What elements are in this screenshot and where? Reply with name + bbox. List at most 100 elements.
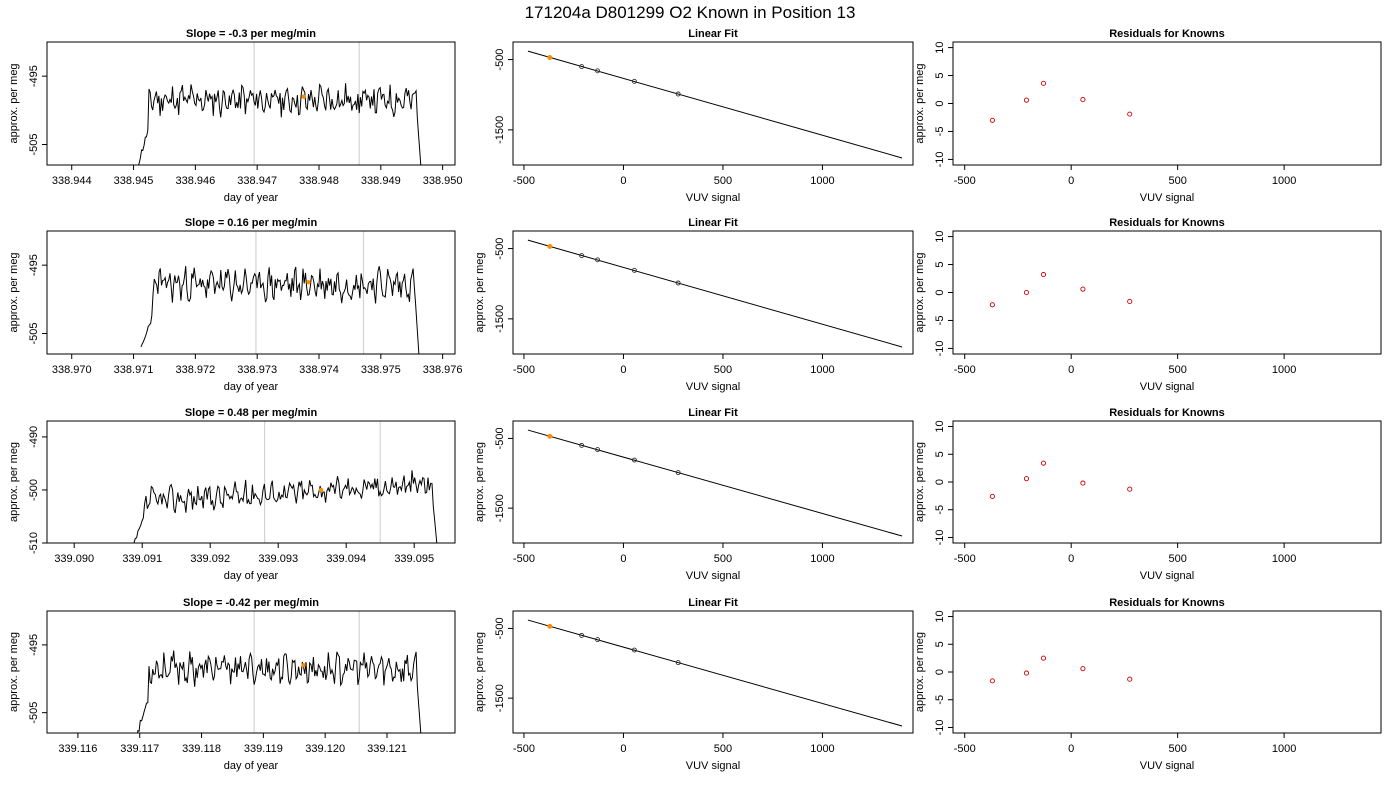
panel-1-3-residual-point	[1080, 97, 1086, 103]
panel-4-1-highlight-point	[301, 663, 306, 668]
panel-1-1: Slope = -0.3 per meg/min 338.944 338.945 33…	[8, 28, 463, 204]
panel-2-3-residual-point	[1127, 298, 1133, 304]
panel-3-1-xtick-label: 339.092	[190, 553, 230, 565]
panel-4-3-xtick-label: 0	[1068, 743, 1074, 755]
panel-2-2-ytick-label: -1500	[494, 305, 506, 333]
panel-3-2-data	[527, 429, 903, 537]
panel-1-3: Residuals for Knowns -500 0 500 1000 -10 -5 0 5 1…	[914, 28, 1382, 204]
panel-4-2-ytick-label: -500	[494, 617, 506, 639]
panel-4-3-residual-point	[1080, 666, 1086, 672]
panel-2-2-ytick-label: -500	[494, 238, 506, 260]
panel-3-3-residual-point	[989, 493, 995, 499]
panel-1-3-ytick-label: 5	[934, 72, 946, 78]
panel-2-3-residual-point	[989, 302, 995, 308]
panel-4-1-xtick-label: 339.121	[367, 743, 407, 755]
panel-1-2-ytick-label: -500	[494, 49, 506, 71]
panel-2-3-data	[989, 272, 1133, 308]
panel-4-1-xtick-label: 339.116	[58, 743, 97, 755]
panel-4-2-xtick-label: 500	[714, 743, 732, 755]
panel-2-3-title: Residuals for Knowns	[1109, 217, 1225, 229]
panel-2-2-fit-line	[527, 239, 903, 348]
panel-4-1: Slope = -0.42 per meg/min 339.116 339.117 3…	[8, 597, 456, 772]
panel-1-3-ytick-label: 0	[934, 100, 946, 106]
panel-4-3-xlabel: VUV signal	[1140, 760, 1194, 772]
panel-4-1-xtick-label: 339.119	[244, 743, 283, 755]
panel-3-3-residual-point	[1040, 460, 1047, 466]
panel-2-2-xtick-label: 0	[620, 364, 626, 376]
panel-4-3-xtick-label: 500	[1168, 743, 1186, 755]
panel-4-3-xtick-label: 1000	[1272, 743, 1296, 755]
panel-2-1-xtick-label: 338.971	[114, 364, 154, 376]
panel-2-3-residual-point	[1023, 289, 1030, 296]
panel-1-3-residual-point	[1040, 80, 1047, 86]
panel-1-3-xtick-label: -500	[954, 175, 976, 187]
panel-3-2-fit-point	[675, 470, 681, 476]
panel-1-2-xtick-label: -500	[513, 175, 535, 187]
panel-1-1-series-line	[136, 83, 422, 165]
panel-4-3: Residuals for Knowns -500 0 500 1000 -10 -5 0 5 1…	[914, 597, 1382, 772]
panel-1-1-title: Slope = -0.3 per meg/min	[186, 28, 316, 40]
panel-3-3-ytick-label: 10	[934, 420, 946, 432]
panel-2-1-xtick-label: 338.974	[299, 364, 339, 376]
panel-1-1-ytick-label: -505	[28, 133, 40, 155]
panel-3-3-xlabel: VUV signal	[1140, 570, 1194, 582]
panel-1-3-xtick-label: 0	[1068, 175, 1074, 187]
panel-3-3-ytick-label: -5	[934, 505, 946, 515]
panel-4-3-title: Residuals for Knowns	[1109, 597, 1225, 609]
panel-1-1-xtick-label: 338.945	[114, 175, 154, 187]
panel-2-1-series-line	[140, 266, 420, 354]
panel-4-1-ylabel: approx. per meg	[8, 632, 20, 712]
panel-2-3-xtick-label: -500	[954, 364, 976, 376]
panel-4-2-title: Linear Fit	[688, 597, 738, 609]
panel-4-3-frame	[952, 610, 1382, 734]
panel-4-2-xtick-label: 1000	[810, 743, 834, 755]
panel-1-2-xtick-label: 1000	[810, 175, 834, 187]
panel-4-1-ytick-label: -505	[28, 702, 40, 724]
panel-2-2-ylabel: approx. per meg	[474, 252, 486, 332]
panel-1-3-residual-point	[1127, 111, 1133, 117]
panel-3-1: Slope = 0.48 per meg/min 339.090 339.091 33…	[8, 407, 456, 582]
panel-1-1-xtick-label: 338.949	[361, 175, 401, 187]
panel-3-3-ylabel: approx. per meg	[914, 442, 926, 522]
panel-2-2-fit-point	[631, 267, 637, 273]
panel-1-3-ylabel: approx. per meg	[914, 63, 926, 143]
panel-3-1-series-line	[133, 470, 438, 543]
panel-2-1-xtick-label: 338.975	[361, 364, 401, 376]
panels: Slope = -0.3 per meg/min 338.944 338.945 33…	[8, 28, 1382, 772]
panel-2-1-xtick-label: 338.973	[237, 364, 277, 376]
panel-2-2-xlabel: VUV signal	[686, 381, 740, 393]
panel-2-3-frame	[952, 230, 1382, 355]
panel-2-3-ytick-label: -5	[934, 316, 946, 326]
panel-2-2-title: Linear Fit	[688, 217, 738, 229]
panel-2-3-ytick-label: -10	[934, 340, 946, 356]
panel-4-3-data	[989, 655, 1133, 684]
panel-1-1-xtick-label: 338.946	[175, 175, 215, 187]
panel-4-3-ytick-label: -10	[934, 720, 946, 736]
panel-2-3-xtick-label: 500	[1168, 364, 1186, 376]
panel-3-3-title: Residuals for Knowns	[1109, 407, 1225, 419]
panel-4-3-residual-point	[1127, 676, 1133, 682]
panel-4-1-xtick-label: 339.118	[182, 743, 221, 755]
panel-2-1-ytick-label: -495	[28, 254, 40, 276]
panel-4-3-residual-point	[1023, 670, 1030, 676]
panel-3-3-residual-point	[1127, 486, 1133, 492]
panel-4-2: Linear Fit -500 0 500 1000 -500 -1500 VUV signa…	[474, 597, 914, 772]
panel-1-1-xtick-label: 338.947	[237, 175, 277, 187]
panel-2-2-xtick-label: -500	[513, 364, 535, 376]
panel-3-1-xtick-label: 339.094	[326, 553, 366, 565]
panel-1-3-ytick-label: 10	[934, 41, 946, 53]
panel-3-1-ytick-label: -490	[28, 426, 40, 448]
panel-3-2-title: Linear Fit	[688, 407, 738, 419]
panel-3-1-highlight-point	[318, 487, 324, 493]
panel-1-1-xtick-label: 338.944	[52, 175, 92, 187]
panel-3-2: Linear Fit -500 0 500 1000 -500 -1500 VUV signa…	[474, 407, 914, 582]
panel-1-3-xlabel: VUV signal	[1140, 192, 1194, 204]
panel-1-3-frame	[952, 41, 1382, 166]
panel-3-2-fit-point	[631, 457, 637, 463]
panel-4-3-ytick-label: -5	[934, 695, 946, 705]
panel-2-3-residual-point	[1040, 272, 1047, 278]
panel-3-3-xtick-label: -500	[954, 553, 976, 565]
panel-1-2: Linear Fit -500 0 500 1000 -500 -1500 VUV signa…	[494, 28, 914, 204]
panel-3-2-ytick-label: -500	[494, 427, 506, 449]
panel-3-3-ytick-label: -10	[934, 530, 946, 546]
